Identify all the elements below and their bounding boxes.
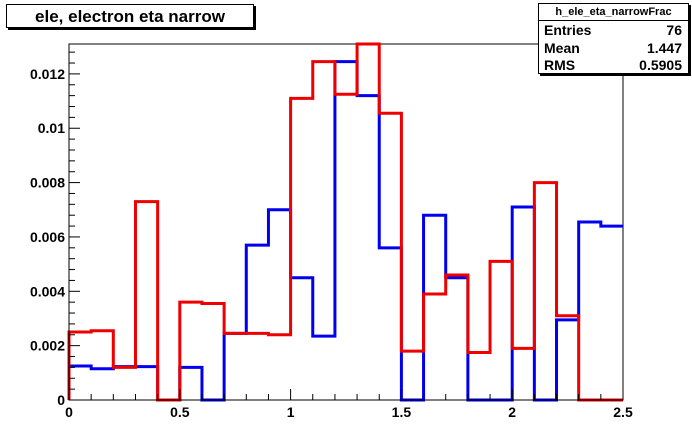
stats-row-entries: Entries 76 (544, 22, 682, 39)
axes: 0 0.5 1 1.5 2 2.5 0 0.002 0.004 0.006 0.008 0.01 0.0… (30, 44, 633, 420)
stats-value: 76 (666, 22, 682, 38)
y-tick-label: 0.006 (30, 229, 65, 245)
stats-row-mean: Mean 1.447 (544, 40, 682, 57)
x-tick-label: 2.5 (613, 404, 633, 420)
chart-title-box: ele, electron eta narrow (6, 4, 254, 28)
x-tick-label: 0.5 (170, 404, 190, 420)
plot-frame (68, 43, 624, 401)
stats-label: RMS (544, 57, 576, 73)
stats-value: 0.5905 (639, 57, 682, 73)
stats-label: Mean (544, 40, 580, 56)
y-tick-label: 0.012 (30, 66, 65, 82)
x-tick-label: 1 (287, 404, 295, 420)
plot-frame (68, 43, 624, 401)
histogram-series-2 (67, 42, 623, 402)
y-tick-label: 0 (57, 392, 65, 408)
stats-box: h_ele_eta_narrowFrac Entries 76 Mean 1.4… (538, 3, 689, 74)
stats-histogram-name: h_ele_eta_narrowFrac (539, 5, 688, 21)
x-tick-label: 1.5 (392, 404, 412, 420)
y-tick-label: 0.008 (30, 175, 65, 191)
y-tick-label: 0.002 (30, 338, 65, 354)
stats-value: 1.447 (646, 40, 682, 56)
stats-label: Entries (544, 22, 592, 38)
x-tick-label: 0 (65, 404, 73, 420)
stats-row-rms: RMS 0.5905 (544, 57, 682, 74)
chart-title: ele, electron eta narrow (35, 7, 225, 26)
y-tick-label: 0.004 (30, 283, 65, 299)
y-tick-label: 0.01 (38, 120, 65, 136)
x-tick-label: 2 (508, 404, 516, 420)
